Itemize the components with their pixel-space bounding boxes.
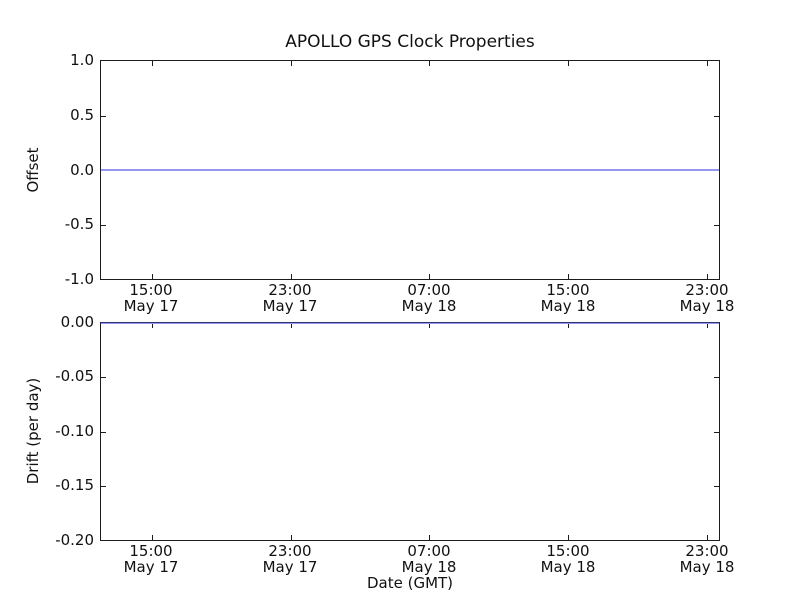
tick-mark [429,535,431,540]
drift-ytick-label: -0.20 [55,531,94,549]
tick-mark [101,115,106,117]
tick-mark [101,224,106,226]
xtick-label: 15:00 May 17 [106,282,196,314]
xtick-time: 07:00 [407,281,451,299]
xtick-time: 23:00 [685,542,729,560]
xtick-time: 15:00 [546,281,590,299]
tick-mark [714,485,719,487]
tick-mark [568,61,570,66]
xtick-date: May 17 [262,297,318,315]
tick-mark [151,535,153,540]
tick-mark [429,61,431,66]
drift-plot-area [100,322,720,541]
tick-mark [151,274,153,279]
xtick-date: May 17 [262,558,318,576]
xtick-date: May 18 [679,297,735,315]
tick-mark [568,274,570,279]
xtick-label: 15:00 May 18 [523,543,613,575]
xtick-date: May 18 [540,558,596,576]
tick-mark [568,535,570,540]
tick-mark [290,323,292,328]
tick-mark [101,377,106,379]
xtick-time: 23:00 [685,281,729,299]
tick-mark [429,274,431,279]
tick-mark [706,274,708,279]
xtick-label: 15:00 May 18 [523,282,613,314]
xtick-date: May 18 [401,558,457,576]
tick-mark [714,115,719,117]
offset-ytick-label: 1.0 [70,51,94,69]
tick-mark [290,61,292,66]
offset-ytick-label: -0.5 [64,215,94,233]
xtick-date: May 18 [401,297,457,315]
xtick-label: 23:00 May 17 [245,543,335,575]
offset-axis-label: Offset [24,147,42,193]
xtick-label: 07:00 May 18 [384,282,474,314]
tick-mark [151,323,153,328]
xtick-date: May 18 [540,297,596,315]
xtick-time: 15:00 [546,542,590,560]
tick-mark [706,535,708,540]
drift-data-line [101,323,719,324]
drift-ytick-label: -0.05 [55,367,94,385]
offset-data-line [101,169,719,171]
drift-ytick-label: -0.10 [55,422,94,440]
xtick-time: 15:00 [129,542,173,560]
xtick-label: 23:00 May 17 [245,282,335,314]
xtick-time: 15:00 [129,281,173,299]
xtick-label: 23:00 May 18 [662,543,752,575]
xtick-time: 23:00 [268,281,312,299]
xtick-label: 07:00 May 18 [384,543,474,575]
chart-title: APOLLO GPS Clock Properties [285,32,535,52]
date-axis-label: Date (GMT) [366,574,454,592]
offset-ytick-label: 0.0 [70,161,94,179]
tick-mark [101,431,106,433]
drift-axis-label: Drift (per day) [24,377,42,485]
xtick-time: 23:00 [268,542,312,560]
offset-ytick-label: 0.5 [70,106,94,124]
xtick-date: May 18 [679,558,735,576]
tick-mark [290,274,292,279]
xtick-time: 07:00 [407,542,451,560]
xtick-date: May 17 [123,558,179,576]
tick-mark [714,224,719,226]
tick-mark [429,323,431,328]
xtick-label: 15:00 May 17 [106,543,196,575]
offset-ytick-label: -1.0 [64,270,94,288]
tick-mark [101,485,106,487]
offset-plot-area [100,60,720,280]
drift-ytick-label: 0.00 [60,313,94,331]
tick-mark [714,377,719,379]
drift-ytick-label: -0.15 [55,476,94,494]
tick-mark [290,535,292,540]
tick-mark [706,61,708,66]
tick-mark [568,323,570,328]
xtick-label: 23:00 May 18 [662,282,752,314]
tick-mark [151,61,153,66]
xtick-date: May 17 [123,297,179,315]
tick-mark [714,431,719,433]
tick-mark [706,323,708,328]
